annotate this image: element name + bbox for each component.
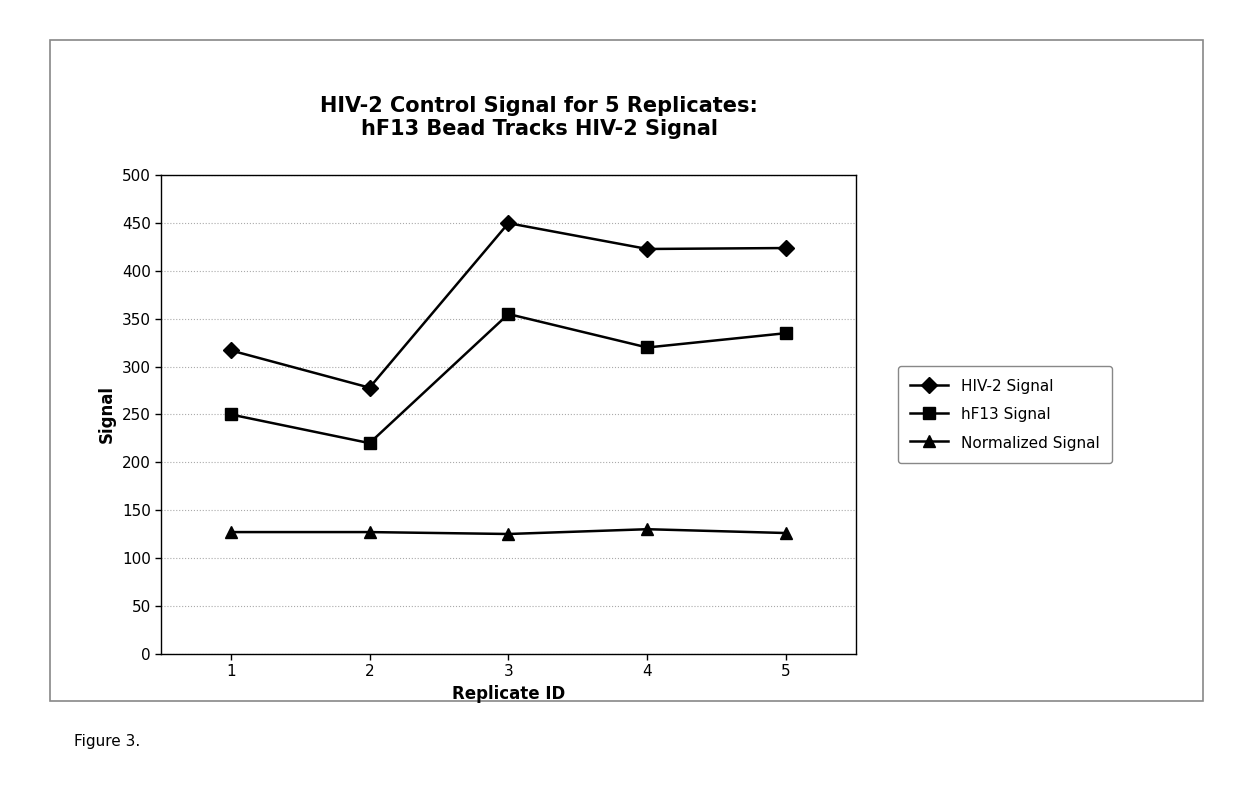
hF13 Signal (362, 438, 377, 448)
Normalized Signal (779, 528, 794, 538)
hF13 Signal (501, 309, 516, 319)
Normalized Signal (223, 528, 238, 537)
Line: Normalized Signal: Normalized Signal (226, 524, 791, 540)
HIV-2 Signal (501, 218, 516, 228)
X-axis label: Replicate ID: Replicate ID (451, 685, 565, 702)
Legend: HIV-2 Signal, hF13 Signal, Normalized Signal: HIV-2 Signal, hF13 Signal, Normalized Si… (898, 366, 1111, 463)
Normalized Signal (362, 528, 377, 537)
hF13 Signal (779, 328, 794, 338)
HIV-2 Signal (779, 243, 794, 253)
Line: hF13 Signal: hF13 Signal (226, 308, 791, 449)
HIV-2 Signal (362, 383, 377, 392)
Text: HIV-2 Control Signal for 5 Replicates:
hF13 Bead Tracks HIV-2 Signal: HIV-2 Control Signal for 5 Replicates: h… (320, 96, 759, 139)
hF13 Signal (223, 410, 238, 419)
hF13 Signal (640, 343, 655, 352)
HIV-2 Signal (640, 244, 655, 253)
Normalized Signal (640, 524, 655, 534)
Line: HIV-2 Signal: HIV-2 Signal (226, 218, 791, 393)
Text: Figure 3.: Figure 3. (74, 734, 140, 748)
Y-axis label: Signal: Signal (98, 386, 117, 443)
Normalized Signal (501, 529, 516, 539)
HIV-2 Signal (223, 346, 238, 355)
